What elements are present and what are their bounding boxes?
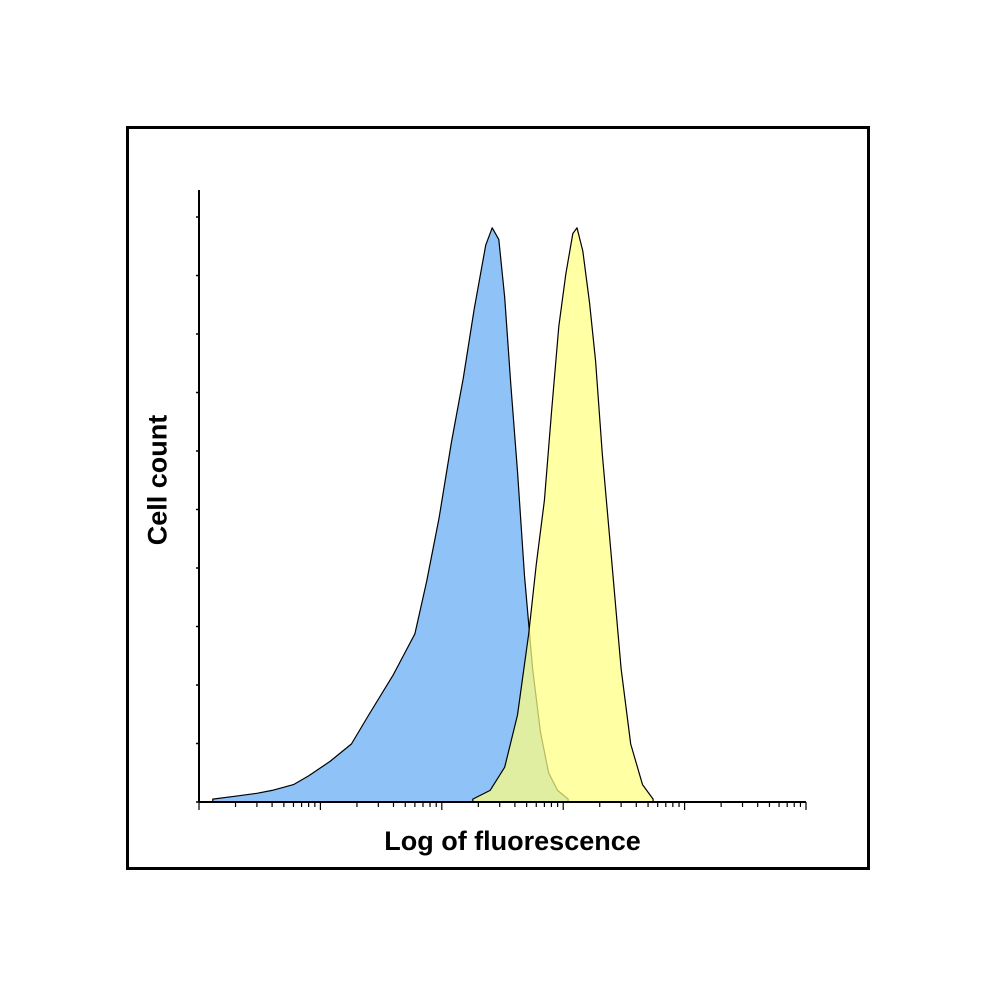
x-axis-title: Log of fluorescence [384, 826, 641, 856]
y-axis-title: Cell count [142, 414, 173, 546]
series-1-area [212, 227, 569, 803]
series-2-area [472, 227, 654, 803]
